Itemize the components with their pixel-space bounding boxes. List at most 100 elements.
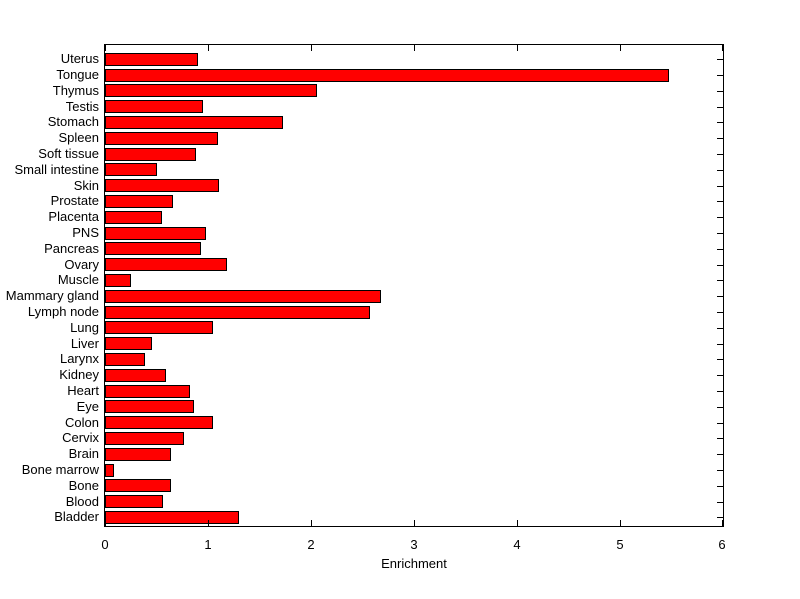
- y-axis-category-label: Cervix: [62, 430, 99, 446]
- y-axis-category-label: Lymph node: [27, 304, 99, 319]
- bar: [105, 321, 213, 335]
- x-tick-mark: [722, 45, 723, 51]
- x-tick-mark: [105, 45, 106, 51]
- y-axis-category-label: Colon: [65, 414, 99, 430]
- bar: [105, 447, 171, 461]
- y-tick-mark: [717, 438, 723, 439]
- y-axis-category-label: Brain: [68, 446, 99, 462]
- bar: [105, 194, 173, 208]
- bar: [105, 242, 201, 256]
- y-axis-category-label: Small intestine: [14, 161, 99, 177]
- bar: [105, 495, 163, 509]
- bar: [105, 400, 194, 414]
- x-tick-mark: [105, 520, 106, 526]
- y-axis-category-label: PNS: [72, 225, 99, 240]
- y-tick-mark: [717, 217, 723, 218]
- y-tick-mark: [717, 296, 723, 297]
- bar: [105, 68, 669, 82]
- y-tick-mark: [717, 391, 723, 392]
- x-tick-mark: [517, 520, 518, 526]
- x-tick-mark: [517, 45, 518, 51]
- bar: [105, 226, 206, 240]
- x-tick-mark: [414, 45, 415, 51]
- y-tick-mark: [717, 186, 723, 187]
- bar: [105, 510, 239, 524]
- x-tick-mark: [722, 520, 723, 526]
- y-axis-category-label: Thymus: [52, 82, 99, 98]
- x-tick-mark: [208, 520, 209, 526]
- y-axis-category-label: Bone: [68, 477, 99, 493]
- x-tick-mark: [620, 45, 621, 51]
- y-axis-category-label: Stomach: [47, 114, 99, 130]
- x-tick-label: 2: [307, 537, 315, 552]
- bar: [105, 115, 283, 129]
- y-axis-category-label: Tongue: [56, 67, 99, 82]
- y-axis-category-label: Blood: [65, 493, 99, 509]
- y-tick-mark: [717, 249, 723, 250]
- bar: [105, 52, 198, 66]
- x-tick-mark: [311, 520, 312, 526]
- y-tick-mark: [717, 486, 723, 487]
- y-axis-category-label: Soft tissue: [38, 146, 99, 161]
- x-tick-mark: [208, 45, 209, 51]
- y-tick-mark: [717, 122, 723, 123]
- y-tick-mark: [717, 75, 723, 76]
- y-axis-category-label: Pancreas: [44, 240, 99, 256]
- x-tick-label: 6: [718, 537, 726, 552]
- y-tick-mark: [717, 312, 723, 313]
- x-tick-label: 1: [204, 537, 212, 552]
- bar: [105, 84, 317, 98]
- y-tick-mark: [717, 59, 723, 60]
- y-tick-mark: [717, 454, 723, 455]
- bar: [105, 273, 131, 287]
- y-tick-mark: [717, 265, 723, 266]
- y-tick-mark: [717, 154, 723, 155]
- x-axis-title: Enrichment: [381, 556, 447, 571]
- x-tick-label: 0: [101, 537, 109, 552]
- y-axis-category-label: Uterus: [60, 51, 99, 67]
- bar: [105, 289, 381, 303]
- bar: [105, 368, 166, 382]
- bar: [105, 100, 203, 114]
- y-axis-category-label: Liver: [70, 335, 99, 351]
- y-tick-mark: [717, 91, 723, 92]
- y-tick-mark: [717, 470, 723, 471]
- y-axis-category-label: Bladder: [54, 509, 99, 525]
- y-tick-mark: [717, 107, 723, 108]
- y-axis-category-label: Muscle: [57, 272, 99, 288]
- y-tick-mark: [717, 517, 723, 518]
- y-tick-mark: [717, 344, 723, 345]
- y-axis-category-label: Spleen: [58, 130, 99, 146]
- bar: [105, 305, 370, 319]
- y-tick-mark: [717, 328, 723, 329]
- y-axis-category-label: Mammary gland: [5, 288, 99, 304]
- y-axis-category-label: Bone marrow: [21, 462, 99, 477]
- y-axis-category-label: Prostate: [50, 193, 99, 209]
- y-axis-category-label: Larynx: [59, 351, 99, 367]
- bar: [105, 352, 145, 366]
- bar: [105, 479, 171, 493]
- y-tick-mark: [717, 359, 723, 360]
- y-tick-mark: [717, 201, 723, 202]
- bar: [105, 431, 184, 445]
- bar: [105, 463, 114, 477]
- y-tick-mark: [717, 502, 723, 503]
- y-tick-mark: [717, 423, 723, 424]
- bar: [105, 416, 213, 430]
- bar: [105, 147, 196, 161]
- y-axis-category-label: Heart: [67, 383, 99, 398]
- y-tick-mark: [717, 375, 723, 376]
- y-axis-category-label: Ovary: [64, 256, 99, 272]
- y-tick-mark: [717, 233, 723, 234]
- y-tick-mark: [717, 170, 723, 171]
- x-tick-label: 3: [410, 537, 418, 552]
- bar: [105, 179, 219, 193]
- y-tick-mark: [717, 138, 723, 139]
- y-axis-category-label: Testis: [65, 98, 99, 114]
- y-axis-category-label: Skin: [73, 177, 99, 193]
- x-tick-mark: [311, 45, 312, 51]
- y-axis-category-label: Lung: [70, 319, 99, 335]
- y-axis-category-label: Placenta: [48, 209, 99, 225]
- x-tick-mark: [620, 520, 621, 526]
